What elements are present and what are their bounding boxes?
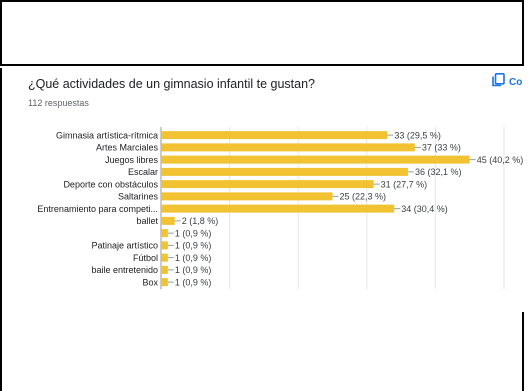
x-tick-label: 30 (362, 294, 372, 295)
data-label: 1 (0,9 %) (175, 228, 212, 238)
bar (161, 204, 395, 213)
category-label: Artes Marciales (96, 143, 159, 153)
category-label: Patinaje artístico (91, 241, 158, 251)
bar (161, 192, 333, 201)
data-label: 25 (22,3 %) (340, 192, 387, 202)
x-tick-label: 0 (158, 294, 163, 295)
data-label: 33 (29,5 %) (394, 130, 441, 140)
bar (161, 155, 470, 164)
data-label: 1 (0,9 %) (175, 241, 212, 251)
data-label: 36 (32,1 %) (415, 167, 462, 177)
x-tick-label: 20 (293, 294, 303, 295)
copy-chart-button[interactable]: Co (492, 72, 523, 92)
category-label: Box (142, 277, 158, 287)
category-label: Gimnasia artística-rítmica (56, 130, 158, 140)
table-border (522, 0, 524, 66)
category-label: Escalar (128, 167, 158, 177)
question-title: ¿Qué actividades de un gimnasio infantil… (28, 77, 315, 91)
bar (161, 180, 374, 189)
response-count: 112 respuestas (28, 98, 89, 108)
bar (161, 278, 168, 287)
x-tick-label: 10 (225, 294, 235, 295)
table-border (0, 312, 2, 391)
bar (161, 241, 168, 250)
bar (161, 253, 168, 262)
data-label: 2 (1,8 %) (182, 216, 219, 226)
category-label: Juegos libres (105, 155, 159, 165)
data-label: 1 (0,9 %) (175, 253, 212, 263)
category-label: Entrenamiento para competi... (37, 204, 158, 214)
bar (161, 167, 408, 176)
x-tick-label: 40 (430, 294, 440, 295)
category-label: Saltarines (118, 192, 159, 202)
bar (161, 216, 175, 225)
copy-icon (492, 72, 505, 92)
bar (161, 143, 415, 152)
data-label: 37 (33 %) (422, 143, 461, 153)
data-label: 31 (27,7 %) (381, 179, 428, 189)
bar-chart: 0 10 20 30 40 50 Gimnasia artística-rítmica 33 … (37, 127, 524, 295)
category-label: baile entretenido (91, 265, 158, 275)
table-cell-top (0, 0, 522, 66)
data-label: 45 (40,2 %) (477, 155, 524, 165)
category-label: ballet (136, 216, 158, 226)
bar (161, 131, 388, 140)
bar (161, 229, 168, 238)
copy-label: Co (509, 76, 523, 88)
bar (161, 265, 168, 274)
chart-panel (0, 68, 528, 391)
category-label: Deporte con obstáculos (63, 179, 158, 189)
data-label: 1 (0,9 %) (175, 265, 212, 275)
data-label: 34 (30,4 %) (401, 204, 448, 214)
table-border (522, 312, 524, 391)
x-tick-label: 50 (499, 294, 509, 295)
category-label: Fútbol (133, 253, 158, 263)
data-label: 1 (0,9 %) (175, 277, 212, 287)
